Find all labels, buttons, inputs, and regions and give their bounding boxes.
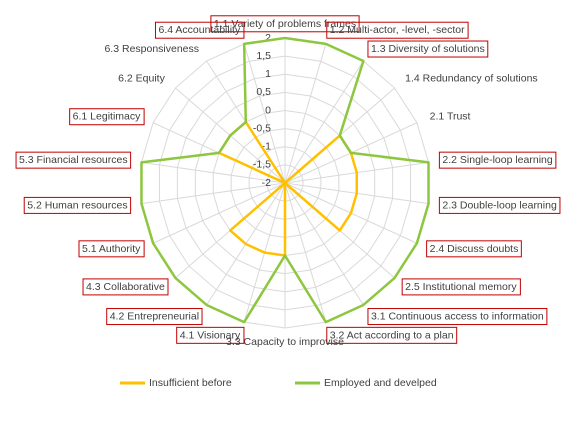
r-tick-label: -0,5 xyxy=(253,122,271,134)
r-tick-label: -1 xyxy=(262,141,271,153)
category-label: 1.1 Variety of problems frames xyxy=(214,18,356,30)
spoke xyxy=(284,60,364,184)
label-box xyxy=(106,308,203,326)
r-tick-label: -2 xyxy=(262,177,271,189)
category-label: 1.2 Multi-actor, -level, -sector xyxy=(330,24,465,36)
category-label: 5.2 Human resources xyxy=(27,199,127,211)
label-box xyxy=(78,240,145,258)
category-label: 6.3 Responsiveness xyxy=(104,43,199,55)
spoke xyxy=(243,43,286,184)
category-label: 2.3 Double-loop learning xyxy=(442,199,557,211)
label-box xyxy=(176,326,245,344)
r-tick-label: 1,5 xyxy=(256,50,271,62)
spoke xyxy=(141,182,286,205)
legend-label: Insufficient before xyxy=(149,377,232,389)
label-box xyxy=(154,21,245,39)
category-label: 6.4 Accountability xyxy=(158,24,240,36)
category-label: 2.4 Discuss doubts xyxy=(430,243,519,255)
label-box xyxy=(401,278,521,296)
label-box xyxy=(23,196,132,214)
r-tick-label: 1 xyxy=(265,68,271,80)
spoke xyxy=(152,182,286,244)
label-box xyxy=(15,151,132,169)
category-label: 1.4 Redundancy of solutions xyxy=(405,73,538,85)
category-label: 6.2 Equity xyxy=(118,73,165,85)
spoke xyxy=(284,182,327,323)
category-label: 3.2 Act according to a plan xyxy=(330,329,454,341)
category-label: 2.1 Trust xyxy=(430,111,471,123)
category-label: 4.1 Visionary xyxy=(180,329,241,341)
label-box xyxy=(210,15,360,33)
label-box xyxy=(438,151,557,169)
label-box xyxy=(367,308,548,326)
spoke xyxy=(284,43,327,184)
label-box xyxy=(326,326,458,344)
category-label: 6.1 Legitimacy xyxy=(73,111,141,123)
category-label: 2.5 Institutional memory xyxy=(405,281,517,293)
category-label: 5.1 Authority xyxy=(82,243,141,255)
label-box xyxy=(426,240,522,258)
r-tick-label: 0 xyxy=(265,104,271,116)
spoke xyxy=(141,161,286,184)
category-label: 5.3 Financial resources xyxy=(19,154,128,166)
category-label: 1.3 Diversity of solutions xyxy=(371,43,485,55)
category-label: 3.1 Continuous access to information xyxy=(371,311,544,323)
label-box xyxy=(326,21,469,39)
category-label: 3.3 Capacity to improvise xyxy=(226,336,344,348)
category-label: 4.2 Entrepreneurial xyxy=(110,311,199,323)
r-tick-label: 2 xyxy=(265,32,271,44)
r-tick-label: 0,5 xyxy=(256,86,271,98)
category-label: 2.2 Single-loop learning xyxy=(442,154,552,166)
category-label: 4.3 Collaborative xyxy=(86,281,165,293)
label-box xyxy=(82,278,169,296)
legend-label: Employed and develped xyxy=(324,377,437,389)
label-box xyxy=(438,196,561,214)
spoke xyxy=(284,182,364,306)
series-line xyxy=(140,36,430,324)
r-tick-label: -1,5 xyxy=(253,159,271,171)
label-box xyxy=(69,108,145,126)
series-line xyxy=(217,120,359,257)
label-box xyxy=(367,40,489,58)
